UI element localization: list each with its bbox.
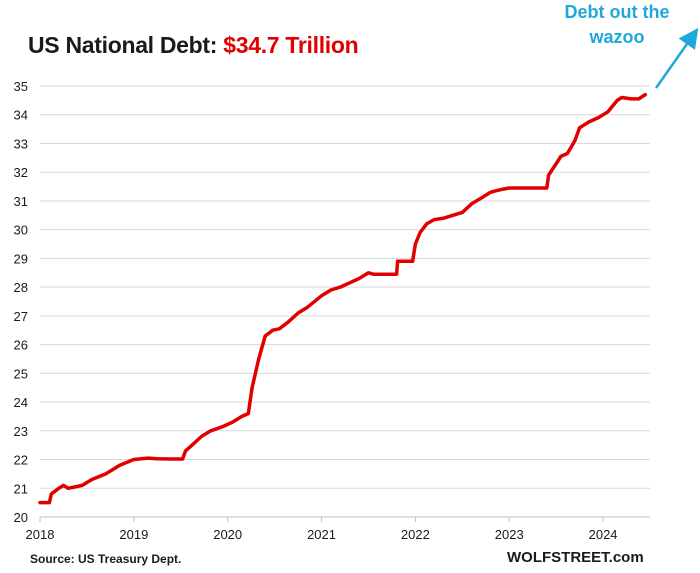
source-note: Source: US Treasury Dept.: [30, 552, 182, 566]
y-tick-label: 23: [14, 424, 28, 439]
y-tick-label: 25: [14, 366, 28, 381]
credit-label: WOLFSTREET.com: [507, 549, 644, 566]
y-tick-label: 29: [14, 251, 28, 266]
annotation-arrow: [654, 27, 699, 89]
series-layer: [38, 92, 648, 505]
y-tick-label: 35: [14, 79, 28, 94]
y-tick-label: 27: [14, 309, 28, 324]
x-tick-label: 2018: [26, 527, 55, 542]
x-axis: 2018 2019 2020 2021 2022 2023 2024: [26, 517, 618, 542]
x-tick-label: 2024: [589, 527, 618, 542]
x-tick-label: 2020: [213, 527, 242, 542]
y-tick-label: 24: [14, 395, 28, 410]
x-tick-label: 2023: [495, 527, 524, 542]
y-tick-label: 20: [14, 510, 28, 525]
y-tick-label: 30: [14, 223, 28, 238]
gridlines: [40, 85, 650, 489]
y-tick-label: 31: [14, 194, 28, 209]
chart-title-value: $34.7 Trillion: [223, 32, 359, 58]
y-tick-label: 32: [14, 165, 28, 180]
y-tick-label: 28: [14, 280, 28, 295]
y-tick-label: 21: [14, 481, 28, 496]
y-tick-label: 33: [14, 136, 28, 151]
series-line-1: [38, 92, 648, 505]
chart-title-label: US National Debt:: [28, 32, 218, 58]
annotation-text: Debt out the wazoo: [564, 2, 670, 47]
y-tick-label: 26: [14, 338, 28, 353]
x-tick-label: 2021: [307, 527, 336, 542]
x-tick-label: 2022: [401, 527, 430, 542]
chart-title: US National Debt: $34.7 Trillion: [28, 32, 359, 59]
y-axis: 20 21 22 23 24 25 26 27 28 29 30 31 32 33 34 35: [14, 79, 28, 525]
x-tick-label: 2019: [119, 527, 148, 542]
y-tick-label: 34: [14, 108, 28, 123]
y-tick-label: 22: [14, 453, 28, 468]
